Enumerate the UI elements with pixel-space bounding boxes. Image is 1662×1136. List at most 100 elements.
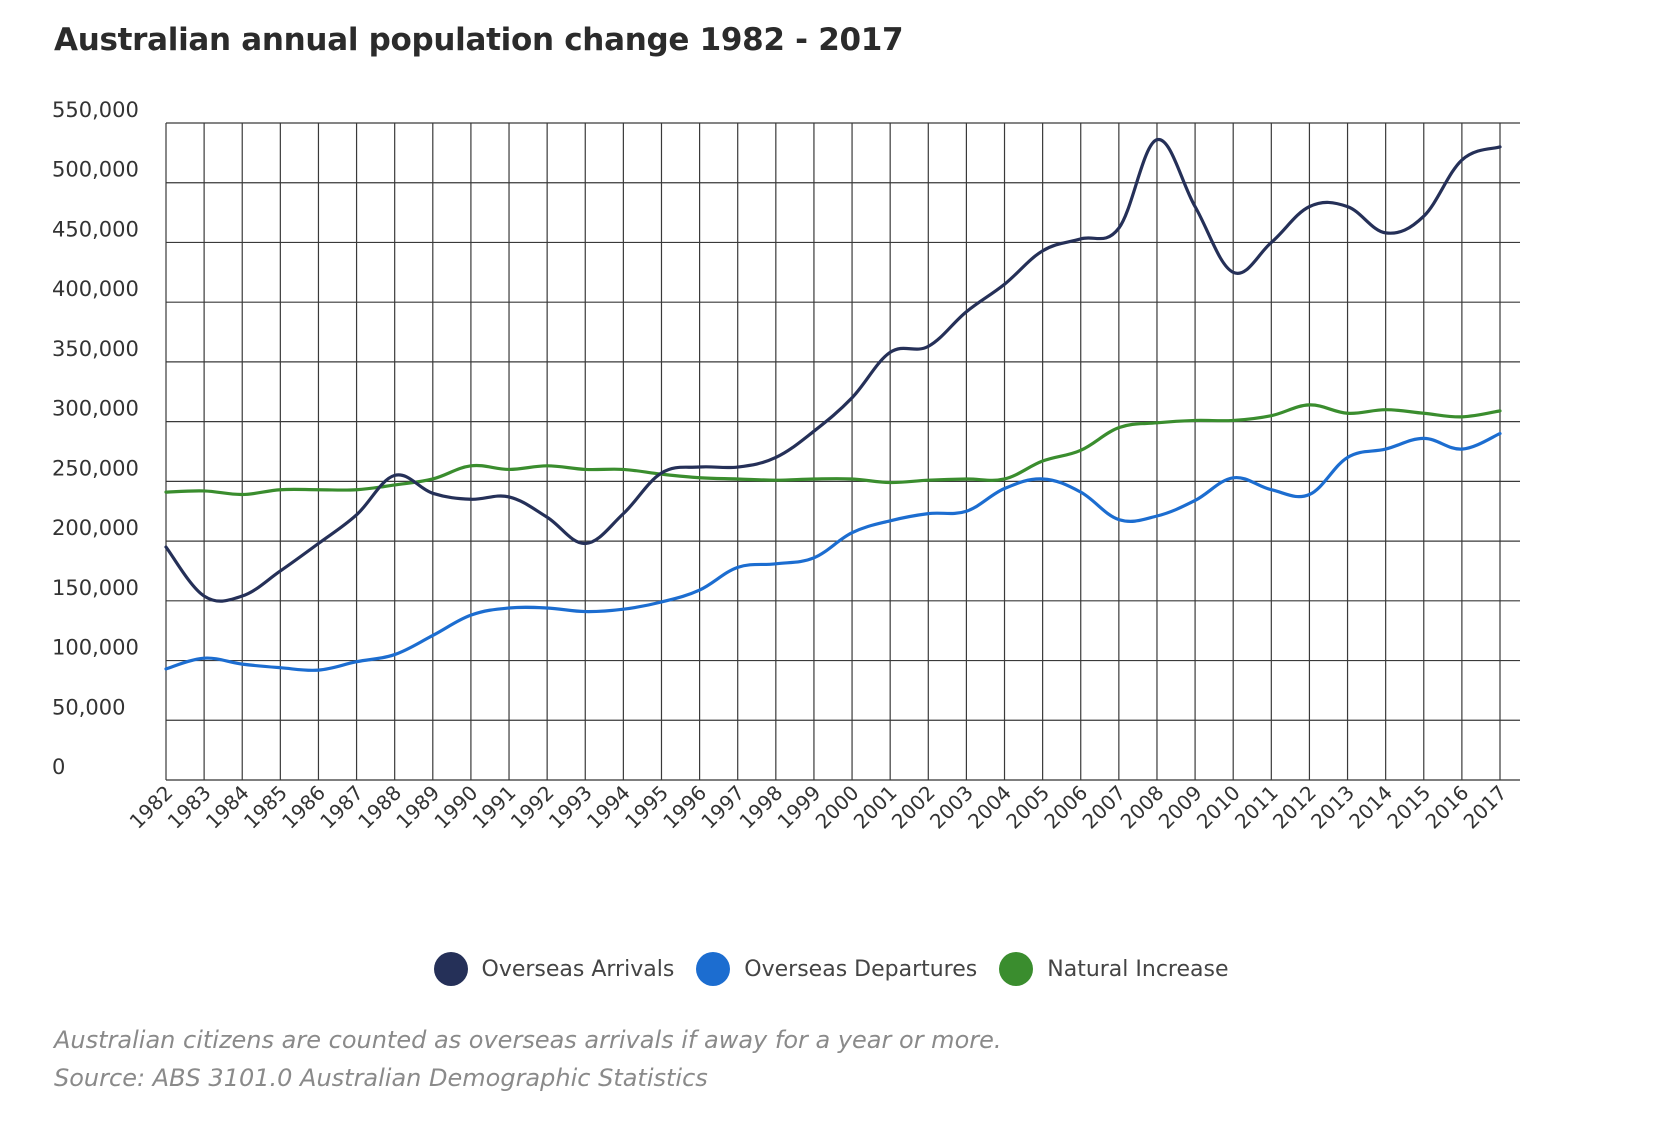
data-point-natural-increase[interactable] [774,478,778,482]
data-point-overseas-arrivals[interactable] [774,455,778,459]
data-point-natural-increase[interactable] [240,493,244,497]
data-point-overseas-departures[interactable] [1307,493,1311,497]
data-point-overseas-arrivals[interactable] [1384,231,1388,235]
data-point-overseas-departures[interactable] [812,556,816,560]
data-point-overseas-departures[interactable] [469,613,473,617]
data-point-overseas-departures[interactable] [1498,432,1502,436]
data-point-natural-increase[interactable] [1231,418,1235,422]
data-point-overseas-departures[interactable] [1117,518,1121,522]
data-point-overseas-arrivals[interactable] [316,541,320,545]
data-point-overseas-arrivals[interactable] [1003,282,1007,286]
data-point-overseas-arrivals[interactable] [1193,205,1197,209]
data-point-natural-increase[interactable] [698,476,702,480]
data-point-natural-increase[interactable] [1384,408,1388,412]
data-point-natural-increase[interactable] [202,489,206,493]
data-point-overseas-arrivals[interactable] [1422,214,1426,218]
data-point-overseas-arrivals[interactable] [659,471,663,475]
data-point-natural-increase[interactable] [736,477,740,481]
data-point-overseas-arrivals[interactable] [1041,249,1045,253]
data-point-overseas-arrivals[interactable] [888,350,892,354]
data-point-natural-increase[interactable] [431,477,435,481]
data-point-overseas-arrivals[interactable] [621,512,625,516]
data-point-natural-increase[interactable] [1003,477,1007,481]
data-point-overseas-arrivals[interactable] [355,513,359,517]
data-point-overseas-departures[interactable] [1079,490,1083,494]
data-point-overseas-departures[interactable] [964,509,968,513]
legend-item-overseas-departures[interactable]: Overseas Departures [696,952,977,986]
data-point-overseas-arrivals[interactable] [1498,145,1502,149]
data-point-natural-increase[interactable] [583,467,587,471]
data-point-natural-increase[interactable] [1346,411,1350,415]
data-point-natural-increase[interactable] [1041,459,1045,463]
data-point-natural-increase[interactable] [850,477,854,481]
data-point-natural-increase[interactable] [355,488,359,492]
data-point-overseas-departures[interactable] [1460,447,1464,451]
data-point-overseas-arrivals[interactable] [240,594,244,598]
data-point-overseas-arrivals[interactable] [964,310,968,314]
data-point-overseas-departures[interactable] [202,656,206,660]
data-point-natural-increase[interactable] [316,488,320,492]
data-point-overseas-departures[interactable] [1003,487,1007,491]
data-point-overseas-departures[interactable] [621,607,625,611]
data-point-overseas-arrivals[interactable] [393,473,397,477]
legend-item-overseas-arrivals[interactable]: Overseas Arrivals [433,952,674,986]
data-point-overseas-departures[interactable] [736,565,740,569]
data-point-overseas-departures[interactable] [1422,436,1426,440]
data-point-overseas-arrivals[interactable] [698,465,702,469]
data-point-overseas-arrivals[interactable] [278,569,282,573]
data-point-overseas-departures[interactable] [278,666,282,670]
data-point-natural-increase[interactable] [621,467,625,471]
data-point-natural-increase[interactable] [393,483,397,487]
data-point-natural-increase[interactable] [1269,414,1273,418]
data-point-overseas-departures[interactable] [431,633,435,637]
data-point-overseas-arrivals[interactable] [583,541,587,545]
data-point-overseas-departures[interactable] [1193,498,1197,502]
data-point-overseas-departures[interactable] [240,662,244,666]
data-point-overseas-departures[interactable] [888,519,892,523]
data-point-overseas-departures[interactable] [774,562,778,566]
data-point-overseas-departures[interactable] [355,660,359,664]
data-point-natural-increase[interactable] [888,481,892,485]
data-point-overseas-arrivals[interactable] [545,515,549,519]
data-point-natural-increase[interactable] [545,464,549,468]
data-point-overseas-arrivals[interactable] [507,495,511,499]
data-point-overseas-departures[interactable] [1041,477,1045,481]
data-point-overseas-departures[interactable] [850,531,854,535]
data-point-overseas-arrivals[interactable] [850,396,854,400]
data-point-natural-increase[interactable] [1155,421,1159,425]
data-point-overseas-departures[interactable] [1155,514,1159,518]
data-point-overseas-arrivals[interactable] [164,545,168,549]
data-point-overseas-arrivals[interactable] [431,491,435,495]
data-point-overseas-departures[interactable] [926,512,930,516]
data-point-natural-increase[interactable] [1117,426,1121,430]
data-point-overseas-departures[interactable] [659,600,663,604]
data-point-natural-increase[interactable] [507,467,511,471]
data-point-overseas-arrivals[interactable] [812,429,816,433]
data-point-overseas-departures[interactable] [1346,455,1350,459]
data-point-overseas-arrivals[interactable] [736,465,740,469]
data-point-overseas-departures[interactable] [698,588,702,592]
data-point-natural-increase[interactable] [1079,448,1083,452]
data-point-overseas-arrivals[interactable] [1117,226,1121,230]
data-point-natural-increase[interactable] [926,478,930,482]
data-point-overseas-departures[interactable] [545,606,549,610]
data-point-overseas-departures[interactable] [1384,447,1388,451]
data-point-natural-increase[interactable] [278,488,282,492]
data-point-overseas-departures[interactable] [164,667,168,671]
data-point-overseas-arrivals[interactable] [926,344,930,348]
data-point-overseas-arrivals[interactable] [1155,138,1159,142]
data-point-overseas-arrivals[interactable] [1346,205,1350,209]
data-point-natural-increase[interactable] [1307,403,1311,407]
data-point-natural-increase[interactable] [1460,415,1464,419]
data-point-overseas-arrivals[interactable] [1269,240,1273,244]
data-point-overseas-arrivals[interactable] [469,497,473,501]
data-point-natural-increase[interactable] [164,490,168,494]
data-point-natural-increase[interactable] [812,477,816,481]
data-point-overseas-arrivals[interactable] [202,594,206,598]
data-point-overseas-departures[interactable] [1231,476,1235,480]
data-point-overseas-departures[interactable] [316,668,320,672]
data-point-overseas-arrivals[interactable] [1307,205,1311,209]
data-point-natural-increase[interactable] [964,477,968,481]
data-point-natural-increase[interactable] [1498,409,1502,413]
data-point-overseas-arrivals[interactable] [1079,237,1083,241]
